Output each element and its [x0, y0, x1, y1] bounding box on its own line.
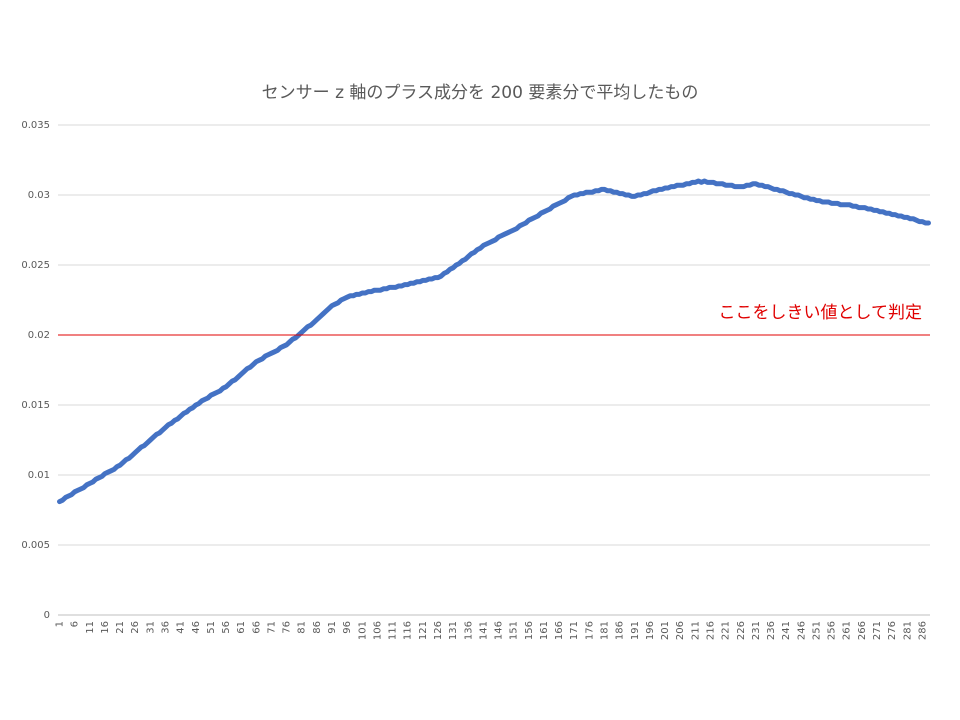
threshold-label: ここをしきい値として判定	[719, 303, 923, 323]
x-tick-label: 51	[206, 621, 217, 634]
y-tick-label: 0.02	[28, 330, 50, 341]
x-tick-label: 271	[872, 621, 883, 640]
x-tick-label: 141	[478, 621, 489, 640]
x-tick-label: 241	[781, 621, 792, 640]
x-tick-label: 116	[403, 621, 414, 640]
x-tick-label: 231	[751, 621, 762, 640]
x-tick-label: 106	[372, 621, 383, 640]
x-tick-label: 171	[569, 621, 580, 640]
x-tick-label: 161	[539, 621, 550, 640]
x-tick-label: 191	[630, 621, 641, 640]
x-tick-label: 181	[600, 621, 611, 640]
x-tick-label: 71	[266, 621, 277, 634]
x-tick-label: 266	[857, 621, 868, 640]
x-tick-label: 151	[509, 621, 520, 640]
x-tick-label: 286	[917, 621, 928, 640]
x-tick-label: 276	[887, 621, 898, 640]
x-tick-label: 196	[645, 621, 656, 640]
data-line	[57, 178, 931, 505]
x-tick-label: 56	[221, 621, 232, 634]
x-tick-label: 126	[433, 621, 444, 640]
x-tick-label: 36	[160, 621, 171, 634]
x-tick-label: 221	[721, 621, 732, 640]
x-tick-label: 26	[130, 621, 141, 634]
y-tick-label: 0	[44, 610, 50, 621]
x-tick-label: 16	[100, 621, 111, 634]
x-tick-label: 81	[297, 621, 308, 634]
x-tick-label: 146	[494, 621, 505, 640]
x-tick-label: 206	[675, 621, 686, 640]
y-tick-label: 0.005	[21, 540, 50, 551]
y-tick-label: 0.025	[21, 260, 50, 271]
x-tick-label: 201	[660, 621, 671, 640]
x-tick-label: 111	[388, 621, 399, 640]
x-tick-label: 1	[55, 621, 66, 627]
x-tick-label: 31	[145, 621, 156, 634]
x-tick-label: 6	[70, 621, 81, 627]
x-tick-label: 251	[811, 621, 822, 640]
x-tick-label: 156	[524, 621, 535, 640]
y-tick-label: 0.015	[21, 400, 50, 411]
x-tick-label: 166	[554, 621, 565, 640]
x-tick-label: 226	[736, 621, 747, 640]
x-tick-label: 246	[796, 621, 807, 640]
x-tick-label: 86	[312, 621, 323, 634]
x-tick-label: 176	[584, 621, 595, 640]
x-tick-label: 281	[902, 621, 913, 640]
x-tick-label: 211	[690, 621, 701, 640]
x-tick-label: 76	[282, 621, 293, 634]
x-tick-label: 216	[705, 621, 716, 640]
x-tick-label: 121	[418, 621, 429, 640]
x-tick-label: 11	[85, 621, 96, 634]
y-tick-label: 0.01	[28, 470, 50, 481]
y-tick-label: 0.035	[21, 120, 50, 131]
x-tick-label: 136	[463, 621, 474, 640]
y-tick-label: 0.03	[28, 190, 50, 201]
x-tick-label: 41	[176, 621, 187, 634]
x-tick-label: 21	[115, 621, 126, 634]
x-tick-label: 236	[766, 621, 777, 640]
x-tick-label: 131	[448, 621, 459, 640]
x-tick-label: 256	[827, 621, 838, 640]
x-tick-label: 61	[236, 621, 247, 634]
x-tick-label: 96	[342, 621, 353, 634]
chart-title: センサー z 軸のプラス成分を 200 要素分で平均したもの	[262, 83, 699, 103]
x-tick-label: 91	[327, 621, 338, 634]
x-tick-label: 186	[615, 621, 626, 640]
x-tick-label: 46	[191, 621, 202, 634]
x-tick-label: 66	[251, 621, 262, 634]
x-tick-label: 101	[357, 621, 368, 640]
x-tick-label: 261	[842, 621, 853, 640]
